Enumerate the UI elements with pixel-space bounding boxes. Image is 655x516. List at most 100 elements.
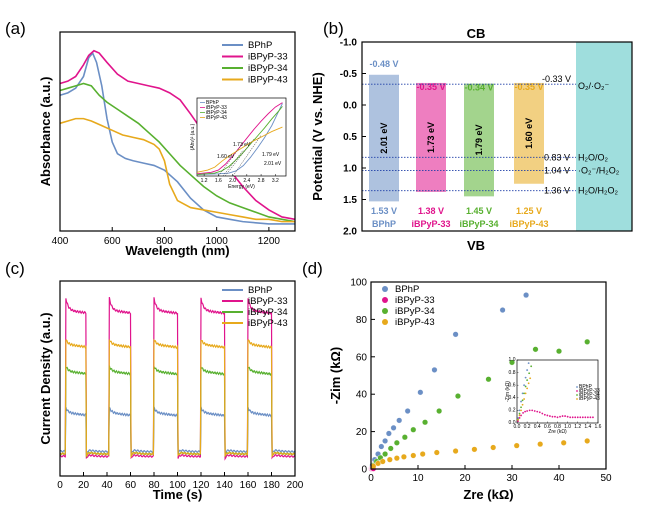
inset-point-iBPyP-43 — [517, 418, 519, 421]
inset-point-iBPyP-43 — [526, 387, 529, 390]
x-tick-label-d: 10 — [412, 473, 424, 484]
nyquist-point-iBPyP-34 — [387, 445, 394, 452]
nyquist-point-iBPyP-43 — [513, 442, 520, 449]
inset-d: 0.0 0.2 0.4 0.6 0.8 1.0 1.2 1.4 1.60.00.20.40.60… — [505, 357, 602, 435]
inset-point-iBPyP-33 — [533, 410, 536, 412]
y-axis-label-b: Potential (V vs. NHE) — [310, 72, 325, 201]
absorbance-line-iBPyP-33 — [59, 49, 296, 221]
legend-label-a: iBPyP-33 — [248, 52, 288, 63]
inset-point-BPhP — [520, 400, 522, 403]
inset-point-iBPyP-34 — [523, 392, 525, 395]
inset-point-iBPyP-33 — [554, 415, 556, 418]
inset-x-tick-label: 2.8 — [258, 178, 265, 184]
nyquist-point-BPhP — [385, 430, 392, 437]
redox-level-species: ·O₂⁻/H₂O₂ — [578, 166, 620, 176]
inset-y-tick-label-d: 0.0 — [509, 420, 516, 426]
plot-frame-a — [59, 31, 296, 232]
y-tick-label-b: 2.0 — [343, 227, 357, 238]
inset-annotation: 1.60 eV — [217, 154, 235, 160]
inset-point-BPhP — [523, 384, 525, 387]
redox-level-species: H₂O/O₂ — [578, 152, 608, 162]
nyquist-point-iBPyP-34 — [410, 426, 417, 433]
x-tick-label-c: 180 — [263, 480, 280, 491]
inset-point-iBPyP-33 — [589, 416, 592, 419]
inset-point-iBPyP-43 — [527, 382, 530, 385]
cb-label: -0.34 V — [464, 83, 493, 93]
inset-point-BPhP — [527, 362, 530, 365]
inset-legend-label-d: iBPyP-43 — [579, 396, 600, 402]
legend-label-d: iBPyP-34 — [395, 306, 435, 317]
inset-legend-label: BPhP — [206, 100, 219, 106]
inset-point-iBPyP-33 — [531, 409, 534, 412]
nyquist-point-iBPyP-43 — [410, 452, 417, 459]
inset-legend-label: iBPyP-34 — [206, 110, 227, 116]
x-tick-label-c: 100 — [169, 480, 186, 491]
inset-point-iBPyP-34 — [521, 399, 524, 402]
inset-point-iBPyP-33 — [574, 416, 577, 419]
x-tick-label-c: 200 — [287, 480, 304, 491]
inset-point-iBPyP-34 — [524, 385, 527, 388]
inset-x-tick-label-d: 0.0 — [514, 424, 521, 430]
nyquist-point-iBPyP-43 — [393, 455, 400, 462]
inset-point-iBPyP-34 — [530, 365, 533, 368]
photocurrent-line-iBPyP-43 — [59, 338, 296, 459]
panel-label-c: (c) — [5, 259, 25, 278]
inset-annotation: 1.73 eV — [233, 142, 251, 148]
inset-x-tick-label: 2.0 — [229, 178, 236, 184]
nyquist-point-BPhP — [431, 366, 438, 373]
panel-a: 400 600 800 1000 1200 Wavelength (nm) Absorban… — [38, 31, 296, 258]
inset-point-iBPyP-33 — [528, 409, 531, 412]
x-tick-label-a: 400 — [52, 236, 69, 247]
legend-label-d: BPhP — [395, 284, 419, 295]
redox-level-species: H₂O/H₂O₂ — [578, 186, 618, 196]
inset-x-tick-label-d: 0.6 — [544, 424, 551, 430]
absorbance-line-iBPyP-43 — [59, 117, 295, 223]
legend-label-a: BPhP — [248, 40, 272, 51]
inset-legend-marker-d — [576, 390, 578, 392]
x-tick-label-d: 20 — [459, 473, 471, 484]
legend-marker-d — [382, 319, 388, 325]
inset-point-iBPyP-33 — [541, 412, 544, 415]
nyquist-point-BPhP — [396, 417, 403, 424]
nyquist-point-iBPyP-43 — [452, 448, 459, 455]
inset-legend-label: iBPyP-33 — [206, 105, 227, 111]
inset-point-iBPyP-34 — [520, 406, 522, 409]
inset-x-tick-label-d: 1.0 — [564, 424, 571, 430]
nyquist-point-iBPyP-34 — [509, 359, 516, 366]
band-bar-BPhP — [369, 74, 399, 202]
x-tick-label-c: 40 — [101, 480, 113, 491]
inset-point-BPhP — [524, 376, 527, 379]
nyquist-point-iBPyP-43 — [490, 444, 497, 451]
photocurrent-line-iBPyP-33 — [59, 297, 296, 461]
y-axis-label-d: -Zim (kΩ) — [328, 347, 343, 404]
inset-point-iBPyP-33 — [556, 416, 559, 419]
inset-y-label-d: -Zim (kΩ) — [505, 381, 511, 402]
legend-label-d: iBPyP-33 — [395, 295, 435, 306]
chart-title-b: CB — [467, 26, 486, 41]
category-label: iBPyP-43 — [509, 219, 548, 229]
inset-point-iBPyP-43 — [520, 409, 522, 412]
inset-point-iBPyP-43 — [521, 403, 524, 406]
x-tick-label-d: 40 — [553, 473, 565, 484]
cb-label: -0.48 V — [369, 59, 398, 69]
nyquist-point-iBPyP-43 — [560, 439, 567, 446]
inset-point-iBPyP-33 — [579, 416, 582, 419]
redox-level-value: 0.83 V — [544, 152, 570, 162]
nyquist-point-iBPyP-34 — [454, 393, 461, 400]
inset-x-tick-label-d: 0.4 — [534, 424, 541, 430]
x-tick-label-a: 600 — [104, 236, 121, 247]
nyquist-point-BPhP — [382, 437, 389, 444]
inset-legend-label-d: iBPyP-33 — [579, 388, 600, 394]
inset-x-label-d: Zre (kΩ) — [548, 429, 567, 435]
inset-point-iBPyP-43 — [518, 414, 521, 417]
inset-x-tick-label-d: 0.8 — [554, 424, 561, 430]
y-axis-label-a: Absorbance (a.u.) — [38, 77, 53, 187]
inset-annotation: 1.79 eV — [262, 152, 280, 158]
inset-tangent — [232, 135, 262, 177]
vb-label: 1.53 V — [371, 206, 397, 216]
x-tick-label-a: 1200 — [258, 236, 281, 247]
inset-x-tick-label-d: 1.6 — [595, 424, 602, 430]
inset-tangent — [218, 142, 244, 177]
inset-line-BPhP — [196, 103, 283, 175]
gap-label: 1.60 eV — [524, 118, 534, 149]
